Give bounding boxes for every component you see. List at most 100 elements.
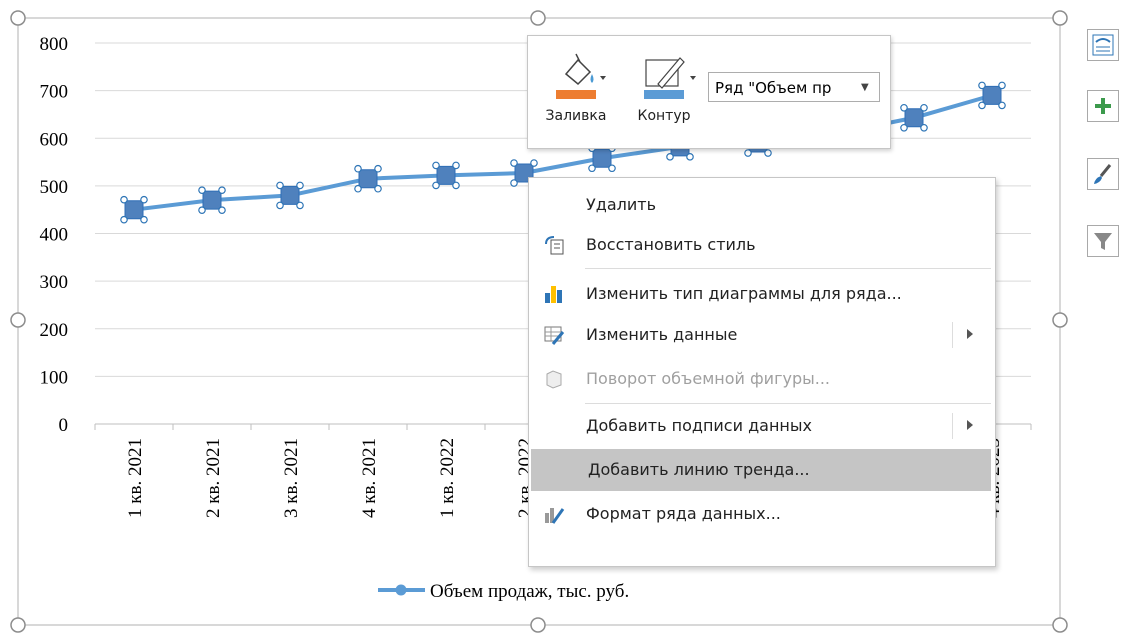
- point-selection-handle: [140, 215, 148, 224]
- point-selection-handle: [374, 164, 382, 173]
- x-tick-label: 4 кв. 2021: [359, 438, 380, 518]
- point-selection-handle: [510, 179, 518, 187]
- chart-layout-button[interactable]: [1087, 29, 1119, 61]
- menu-icon: [545, 286, 562, 303]
- selector-text: Ряд "Объем пр: [715, 79, 832, 97]
- point-selection-handle: [276, 181, 284, 190]
- submenu-divider: [952, 413, 953, 439]
- chart-selection-handle: [10, 10, 26, 26]
- point-selection-handle: [218, 206, 226, 214]
- chart-selection-handles: [10, 10, 1068, 633]
- chart-filters-button[interactable]: [1087, 225, 1119, 257]
- y-tick-label: 300: [40, 272, 69, 293]
- chart-element-selector[interactable]: Ряд "Объем пр ▼: [708, 72, 880, 102]
- fill-button[interactable]: Заливка: [536, 46, 616, 136]
- chart-elements-button[interactable]: [1087, 90, 1119, 122]
- data-point: [982, 85, 1002, 105]
- point-selection-handle: [120, 195, 128, 204]
- dropdown-arrow: ▼: [861, 73, 875, 101]
- data-point: [592, 148, 612, 168]
- menu-item: Поворот объемной фигуры...: [529, 358, 995, 400]
- icon: [1094, 164, 1112, 184]
- point-selection-handle: [374, 184, 382, 193]
- y-tick-label: 200: [40, 320, 69, 341]
- menu-icon: [544, 326, 565, 345]
- menu-item[interactable]: Добавить подписи данных: [529, 405, 995, 447]
- point-selection-handle: [978, 81, 986, 90]
- point-selection-handle: [920, 123, 928, 132]
- menu-item[interactable]: Удалить: [529, 184, 995, 226]
- point-selection-handle: [764, 149, 772, 157]
- menu-label: Формат ряда данных...: [586, 504, 781, 523]
- icon: [1095, 98, 1111, 114]
- menu-item[interactable]: Добавить линию тренда...: [531, 449, 991, 491]
- data-point: [202, 190, 222, 210]
- point-selection-handle: [354, 164, 362, 173]
- point-selection-handle: [510, 159, 518, 167]
- outline-button[interactable]: Контур: [624, 46, 704, 136]
- chart-selection-handle: [1052, 312, 1068, 328]
- icon: [1094, 233, 1112, 250]
- chart-selection-handle: [10, 617, 26, 633]
- menu-icon: [545, 236, 564, 255]
- point-selection-handle: [900, 123, 908, 132]
- point-selection-handle: [296, 201, 304, 210]
- context-menu: Удалить Восстановить стиль Изменить тип …: [528, 177, 996, 567]
- point-selection-handle: [198, 186, 206, 194]
- point-selection-handle: [900, 103, 908, 112]
- submenu-divider: [952, 322, 953, 348]
- point-selection-handle: [354, 184, 362, 193]
- menu-icon: [546, 370, 562, 389]
- point-selection-handle: [452, 181, 460, 190]
- point-selection-handle: [432, 161, 440, 170]
- menu-label: Поворот объемной фигуры...: [586, 369, 830, 388]
- menu-label: Добавить линию тренда...: [588, 460, 810, 479]
- data-point: [358, 169, 378, 189]
- x-tick-label: 3 кв. 2021: [281, 438, 302, 518]
- point-selection-handle: [998, 81, 1006, 90]
- menu-item[interactable]: Восстановить стиль: [529, 224, 995, 266]
- y-tick-label: 500: [40, 177, 69, 198]
- x-tick-label: 1 кв. 2022: [437, 438, 458, 518]
- point-selection-handle: [276, 201, 284, 210]
- y-tick-label: 400: [40, 225, 69, 246]
- x-tick-label: 1 кв. 2021: [125, 438, 146, 518]
- point-selection-handle: [588, 164, 596, 173]
- point-selection-handle: [998, 101, 1006, 110]
- menu-label: Восстановить стиль: [586, 235, 756, 254]
- chart-selection-handle: [1052, 10, 1068, 26]
- menu-icon: [545, 508, 565, 524]
- chart-selection-handle: [530, 10, 546, 26]
- point-selection-handle: [198, 206, 206, 214]
- y-tick-label: 0: [59, 415, 69, 436]
- menu-item[interactable]: Изменить данные: [529, 314, 995, 356]
- point-selection-handle: [218, 186, 226, 194]
- menu-item[interactable]: Изменить тип диаграммы для ряда...: [529, 273, 995, 315]
- outline-label: Контур: [637, 108, 691, 124]
- menu-separator: [585, 403, 991, 404]
- y-tick-label: 700: [40, 82, 69, 103]
- point-selection-handle: [744, 149, 752, 157]
- point-selection-handle: [978, 101, 986, 110]
- menu-label: Изменить данные: [586, 325, 738, 344]
- data-point: [280, 185, 300, 205]
- point-selection-handle: [920, 103, 928, 112]
- submenu-arrow: [967, 329, 973, 339]
- point-selection-handle: [666, 153, 674, 161]
- chart-selection-handle: [10, 312, 26, 328]
- y-tick-label: 800: [40, 34, 69, 55]
- point-selection-handle: [432, 181, 440, 190]
- menu-item[interactable]: Формат ряда данных...: [529, 493, 995, 535]
- chart-selection-handle: [1052, 617, 1068, 633]
- icon: [1092, 34, 1114, 56]
- legend-label: Объем продаж, тыс. руб.: [430, 581, 629, 602]
- legend-marker: [395, 584, 407, 596]
- point-selection-handle: [140, 195, 148, 204]
- point-selection-handle: [530, 159, 538, 167]
- data-point: [436, 165, 456, 185]
- chart-styles-button[interactable]: [1087, 158, 1119, 190]
- fill-label: Заливка: [545, 108, 607, 124]
- submenu-arrow: [967, 420, 973, 430]
- point-selection-handle: [296, 181, 304, 190]
